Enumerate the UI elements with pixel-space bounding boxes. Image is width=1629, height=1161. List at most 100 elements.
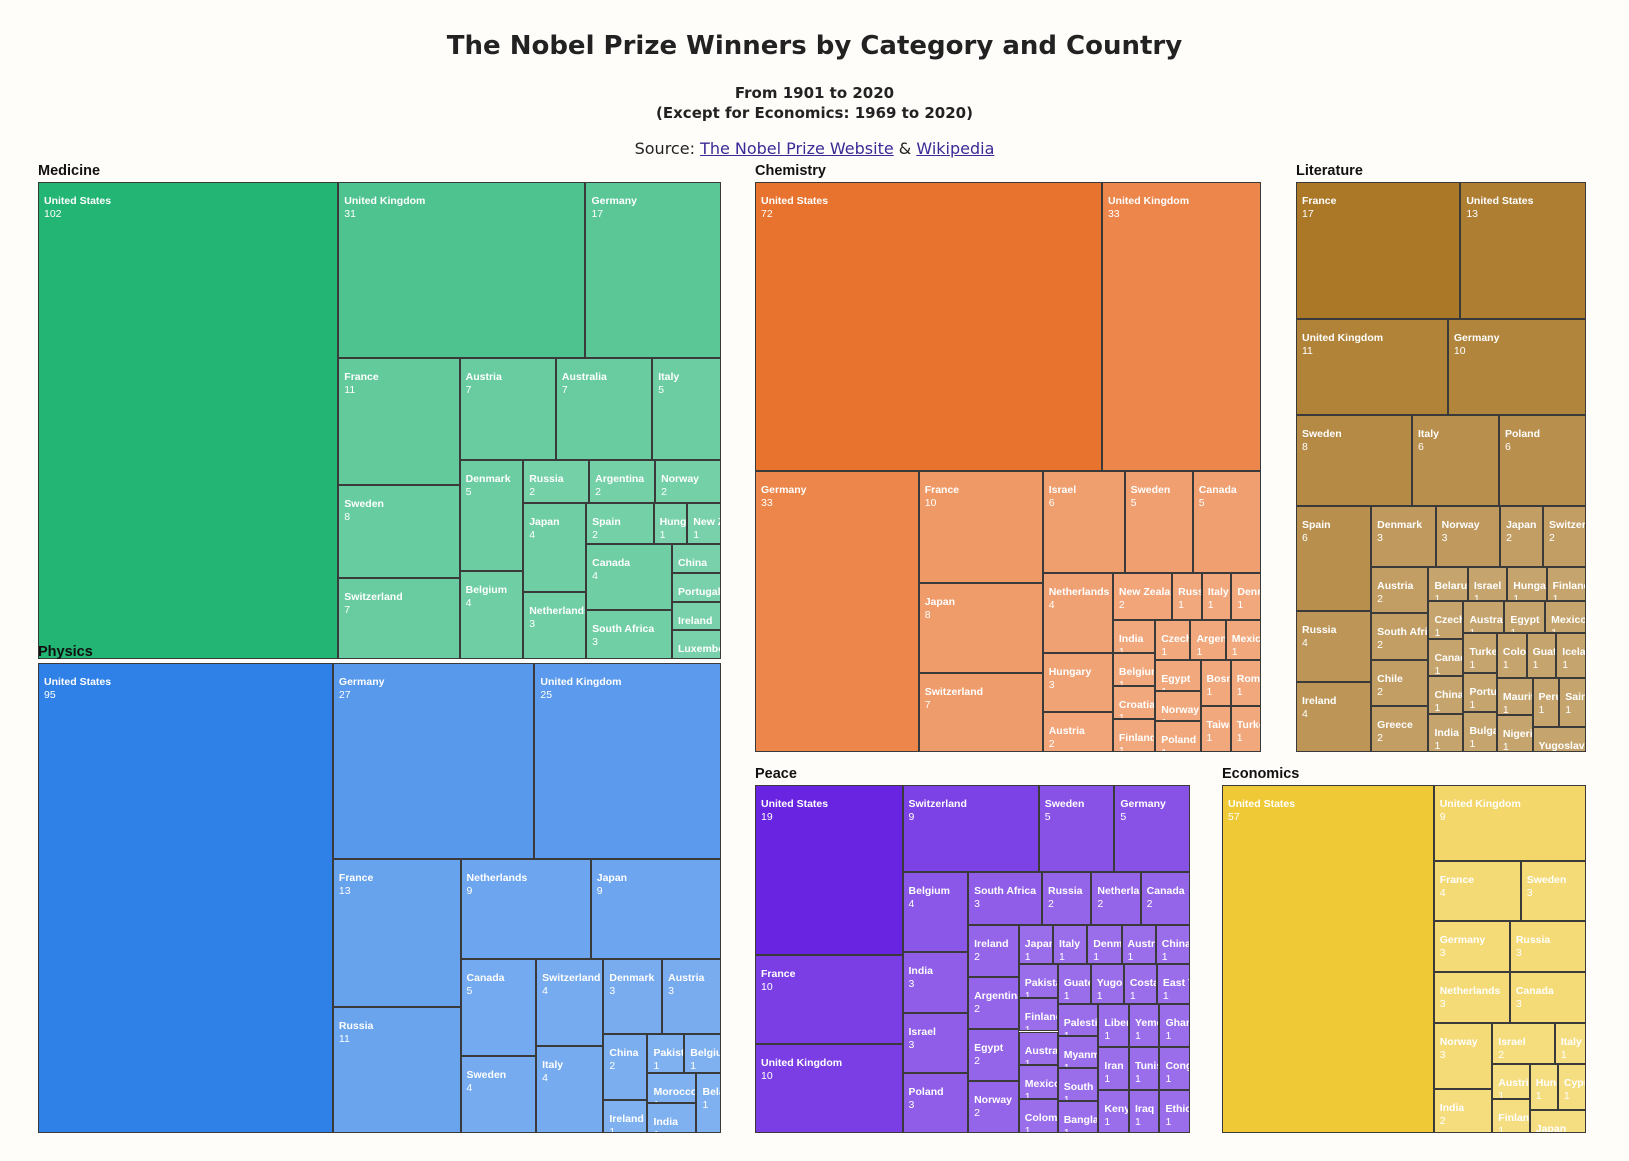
chemistry-tile-france[interactable]: France 10 [918, 471, 1043, 584]
chemistry-tile-italy[interactable]: Italy 1 [1201, 573, 1232, 621]
literature-tile-peru[interactable]: Peru1 [1532, 677, 1560, 728]
medicine-tile-united-states[interactable]: United States 102 [38, 182, 339, 659]
physics-tile-netherlands[interactable]: Netherlands 9 [460, 858, 591, 960]
peace-tile-belgium[interactable]: Belgium 4 [902, 872, 969, 953]
peace-tile-ghana[interactable]: Ghana1 [1159, 1003, 1190, 1047]
literature-tile-india[interactable]: India 1 [1428, 714, 1464, 752]
literature-tile-japan[interactable]: Japan 2 [1500, 505, 1544, 568]
literature-tile-switzerland[interactable]: Switzerland2 [1543, 505, 1586, 568]
medicine-tile-australia[interactable]: Australia 7 [555, 358, 653, 461]
chemistry-tile-romania[interactable]: Romania1 [1230, 659, 1261, 706]
peace-tile-france[interactable]: France 10 [755, 954, 903, 1044]
medicine-tile-argentina[interactable]: Argentina 2 [589, 460, 656, 503]
peace-tile-austria[interactable]: Austria1 [1121, 925, 1156, 964]
literature-tile-mexico[interactable]: Mexico 1 [1545, 600, 1586, 634]
medicine-tile-japan[interactable]: Japan 4 [523, 502, 587, 593]
chemistry-tile-croatia[interactable]: Croatia 1 [1112, 686, 1156, 720]
medicine-tile-hungary[interactable]: Hungary1 [653, 502, 688, 545]
peace-tile-pakistan[interactable]: Pakistan1 [1018, 963, 1058, 998]
literature-tile-hungary[interactable]: Hungary1 [1507, 567, 1547, 601]
medicine-tile-united-kingdom[interactable]: United Kingdom 31 [338, 182, 586, 359]
economics-tile-hungary[interactable]: Hungary1 [1529, 1064, 1558, 1110]
economics-tile-sweden[interactable]: Sweden 3 [1520, 861, 1586, 921]
literature-tile-austria[interactable]: Austria 2 [1371, 567, 1429, 614]
medicine-tile-austria[interactable]: Austria 7 [459, 358, 556, 461]
physics-tile-belarus[interactable]: Belarus1 [696, 1073, 721, 1133]
peace-tile-argentina[interactable]: Argentina 2 [968, 977, 1019, 1030]
literature-tile-united-states[interactable]: United States 13 [1460, 182, 1586, 319]
medicine-tile-spain[interactable]: Spain 2 [586, 502, 654, 545]
economics-tile-united-kingdom[interactable]: United Kingdom 9 [1433, 785, 1586, 862]
literature-tile-mauritius[interactable]: Mauritius1 [1496, 677, 1533, 715]
literature-tile-iceland[interactable]: Iceland1 [1556, 633, 1586, 678]
literature-tile-czechia[interactable]: Czechia1 [1428, 600, 1464, 639]
physics-tile-ireland[interactable]: Ireland 1 [603, 1099, 648, 1133]
literature-tile-sweden[interactable]: Sweden 8 [1296, 414, 1412, 506]
literature-tile-canada[interactable]: Canada1 [1428, 638, 1464, 677]
economics-tile-canada[interactable]: Canada 3 [1509, 971, 1586, 1023]
physics-tile-denmark[interactable]: Denmark 3 [603, 959, 663, 1034]
peace-tile-china[interactable]: China 1 [1155, 925, 1190, 964]
peace-tile-japan[interactable]: Japan 1 [1018, 925, 1054, 964]
physics-tile-russia[interactable]: Russia 11 [332, 1007, 461, 1133]
nobel-prize-website-link[interactable]: The Nobel Prize Website [700, 139, 894, 158]
literature-tile-belarus[interactable]: Belarus1 [1428, 567, 1468, 601]
literature-tile-saint-lucia[interactable]: Saint Lucia1 [1559, 677, 1586, 728]
physics-tile-united-states[interactable]: United States 95 [38, 663, 333, 1133]
peace-tile-tunisia[interactable]: Tunisia1 [1128, 1046, 1160, 1090]
peace-tile-east-timor[interactable]: East Timor1 [1156, 963, 1190, 1004]
physics-tile-morocco[interactable]: Morocco1 [647, 1073, 697, 1104]
literature-tile-colombia[interactable]: Colombia1 [1496, 633, 1527, 678]
physics-tile-sweden[interactable]: Sweden 4 [460, 1055, 537, 1133]
peace-tile-switzerland[interactable]: Switzerland 9 [902, 785, 1039, 872]
literature-tile-guatemala[interactable]: Guatemala1 [1526, 633, 1557, 678]
peace-tile-south-africa[interactable]: South Africa 3 [968, 872, 1043, 926]
chemistry-tile-argentina[interactable]: Argentina1 [1190, 620, 1226, 660]
physics-tile-canada[interactable]: Canada 5 [460, 959, 537, 1056]
chemistry-tile-poland[interactable]: Poland1 [1155, 721, 1201, 752]
peace-tile-sweden[interactable]: Sweden 5 [1038, 785, 1115, 872]
literature-tile-spain[interactable]: Spain 6 [1296, 505, 1372, 612]
economics-tile-norway[interactable]: Norway 3 [1433, 1022, 1493, 1089]
medicine-tile-netherlands[interactable]: Netherlands 3 [523, 592, 587, 659]
economics-tile-austria[interactable]: Austria1 [1492, 1064, 1530, 1099]
peace-tile-denmark[interactable]: Denmark1 [1087, 925, 1122, 964]
physics-tile-japan[interactable]: Japan 9 [590, 858, 721, 960]
economics-tile-netherlands[interactable]: Netherlands 3 [1433, 971, 1510, 1023]
medicine-tile-germany[interactable]: Germany 17 [585, 182, 721, 359]
physics-tile-united-kingdom[interactable]: United Kingdom 25 [534, 663, 721, 859]
literature-tile-denmark[interactable]: Denmark 3 [1371, 505, 1436, 568]
wikipedia-link[interactable]: Wikipedia [916, 139, 995, 158]
literature-tile-china[interactable]: China 1 [1428, 676, 1464, 715]
literature-tile-israel[interactable]: Israel 1 [1467, 567, 1508, 601]
peace-tile-poland[interactable]: Poland 3 [902, 1072, 969, 1133]
medicine-tile-russia[interactable]: Russia 2 [523, 460, 590, 503]
chemistry-tile-bosnia[interactable]: Bosnia1 [1200, 659, 1231, 706]
chemistry-tile-hungary[interactable]: Hungary 3 [1042, 652, 1113, 713]
medicine-tile-sweden[interactable]: Sweden 8 [338, 485, 460, 578]
peace-tile-yugoslavia[interactable]: Yugoslavia1 [1090, 963, 1124, 1004]
literature-tile-yugoslavia[interactable]: Yugoslavia1 [1532, 727, 1586, 752]
chemistry-tile-switzerland[interactable]: Switzerland 7 [918, 673, 1043, 752]
peace-tile-bangladesh[interactable]: Bangladesh1 [1057, 1100, 1099, 1133]
chemistry-tile-israel[interactable]: Israel 6 [1042, 471, 1125, 574]
chemistry-tile-united-states[interactable]: United States 72 [755, 182, 1102, 472]
medicine-tile-italy[interactable]: Italy 5 [652, 358, 721, 461]
literature-tile-norway[interactable]: Norway 3 [1435, 505, 1501, 568]
chemistry-tile-sweden[interactable]: Sweden 5 [1124, 471, 1193, 574]
chemistry-tile-germany[interactable]: Germany 33 [755, 471, 919, 752]
literature-tile-turkey[interactable]: Turkey1 [1463, 633, 1497, 673]
literature-tile-nigeria[interactable]: Nigeria1 [1496, 714, 1533, 752]
peace-tile-guatemala[interactable]: Guatemala1 [1057, 963, 1091, 1004]
chemistry-tile-netherlands[interactable]: Netherlands 4 [1042, 573, 1113, 653]
economics-tile-india[interactable]: India 2 [1433, 1088, 1493, 1133]
economics-tile-germany[interactable]: Germany 3 [1433, 920, 1510, 972]
chemistry-tile-denmark[interactable]: Denmark1 [1231, 573, 1261, 621]
peace-tile-united-states[interactable]: United States 19 [755, 785, 903, 955]
physics-tile-belgium[interactable]: Belgium1 [684, 1033, 721, 1074]
peace-tile-south-korea[interactable]: South Korea1 [1057, 1068, 1099, 1101]
peace-tile-ireland[interactable]: Ireland 2 [968, 925, 1019, 978]
